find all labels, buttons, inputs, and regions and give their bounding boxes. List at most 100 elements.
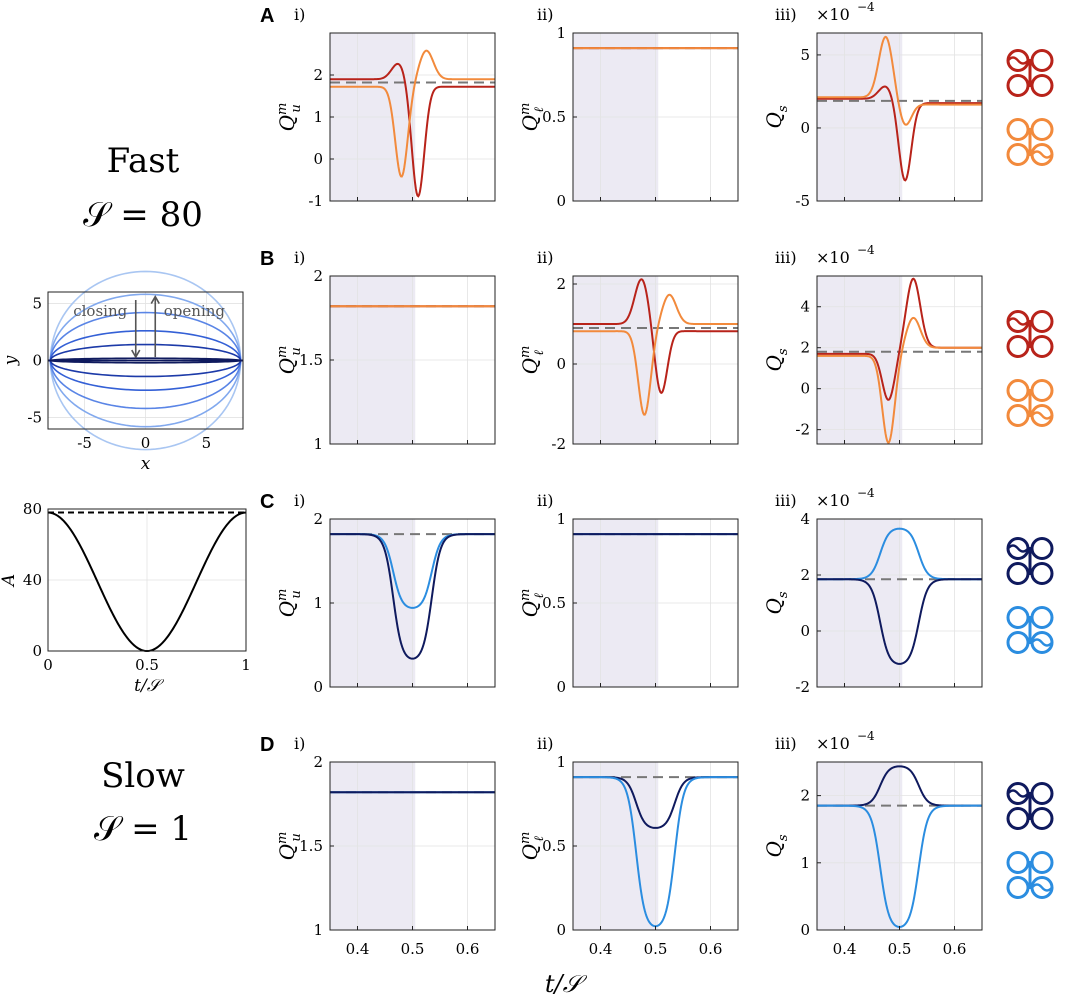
y-tick-label: 1 bbox=[313, 108, 323, 126]
y-tick-label: 0.5 bbox=[542, 594, 566, 612]
icon-node bbox=[1006, 851, 1030, 874]
subpanel-label: i) bbox=[294, 248, 305, 267]
icon-node bbox=[1030, 562, 1054, 585]
panel-letter: D bbox=[260, 734, 274, 756]
icon-node bbox=[1006, 335, 1030, 358]
x-tick-label: 5 bbox=[202, 434, 212, 452]
y-tick-label: 4 bbox=[800, 298, 810, 316]
y-tick-label: -2 bbox=[795, 678, 810, 696]
y-tick-label: -2 bbox=[795, 421, 810, 439]
icon-node bbox=[1006, 74, 1030, 97]
x-axis-label: x bbox=[141, 454, 151, 474]
y-axis-label: y bbox=[1, 355, 21, 366]
fast-equation: 𝒮 = 80 bbox=[83, 195, 203, 235]
subpanel-label: ii) bbox=[537, 5, 553, 24]
y-tick-label: 0 bbox=[313, 678, 323, 696]
linkage-icon bbox=[1006, 537, 1054, 585]
shape-plot: closing opening 5 0 -5 -5 0 5 x y bbox=[1, 270, 244, 474]
panel-letter: C bbox=[260, 491, 274, 513]
icon-wave bbox=[1031, 883, 1053, 892]
y-axis-label: Qmℓ bbox=[518, 589, 547, 618]
x-tick-label: 0.4 bbox=[589, 940, 613, 958]
panel-D-ii: 1 0.5 0 0.4 0.5 0.6 ii) Qmℓ bbox=[518, 734, 739, 958]
x-tick-label: 0 bbox=[141, 434, 151, 452]
icon-node bbox=[1006, 404, 1030, 427]
icon-node bbox=[1006, 876, 1030, 899]
opening-arrow-head bbox=[150, 294, 160, 304]
y-tick-label: 1 bbox=[313, 921, 323, 939]
y-tick-label: 5 bbox=[32, 294, 42, 312]
panel-C-iii: 4 2 0 -2 iii) ×10 −4 Qs bbox=[762, 486, 983, 696]
y-tick-label: 5 bbox=[800, 46, 810, 64]
y-tick-label: 0.5 bbox=[542, 108, 566, 126]
y-axis-label: Qmu bbox=[275, 103, 304, 132]
series-line-orange bbox=[817, 35, 982, 126]
y-tick-label: 0 bbox=[556, 921, 566, 939]
x-tick-label: 0.5 bbox=[401, 940, 425, 958]
icon-node bbox=[1030, 310, 1054, 333]
subpanel-label: i) bbox=[294, 5, 305, 24]
y-axis-label: Qs bbox=[762, 105, 791, 128]
icon-node bbox=[1006, 606, 1030, 629]
panel-A-i: 2 1 0 -1 i) A Qmu bbox=[260, 5, 496, 210]
subpanel-label: iii) bbox=[775, 248, 797, 267]
multiplier-exponent: −4 bbox=[857, 486, 875, 500]
slow-title: Slow bbox=[101, 756, 185, 796]
axes-frame bbox=[47, 508, 247, 652]
x-tick-label: 0 bbox=[43, 656, 53, 674]
icon-wave bbox=[1007, 789, 1029, 798]
subpanel-label: iii) bbox=[775, 734, 797, 753]
y-tick-label: 0 bbox=[32, 352, 42, 370]
icon-column bbox=[1006, 49, 1054, 899]
y-tick-label: 0 bbox=[313, 150, 323, 168]
icon-node bbox=[1006, 143, 1030, 166]
linkage-icon bbox=[1006, 49, 1054, 97]
multiplier-exponent: −4 bbox=[857, 0, 875, 14]
fast-title: Fast bbox=[107, 141, 180, 181]
icon-node bbox=[1030, 807, 1054, 830]
subpanel-label: i) bbox=[294, 491, 305, 510]
y-tick-label: 40 bbox=[23, 571, 42, 589]
x-tick-label: 0.5 bbox=[135, 656, 159, 674]
y-tick-label: 4 bbox=[800, 510, 810, 528]
subpanel-label: ii) bbox=[537, 248, 553, 267]
subpanel-label: ii) bbox=[537, 491, 553, 510]
y-axis-label: Qs bbox=[762, 591, 791, 614]
panel-B-i: 2 1.5 1 i) B Qmu bbox=[260, 248, 496, 453]
icon-wave bbox=[1031, 150, 1053, 159]
icon-wave bbox=[1007, 544, 1029, 553]
y-tick-label: -2 bbox=[551, 435, 566, 453]
y-axis-label: A bbox=[0, 574, 19, 588]
closing-label: closing bbox=[73, 302, 127, 320]
multiplier-label: ×10 bbox=[816, 491, 850, 510]
panel-B-iii: 4 2 0 -2 iii) ×10 −4 Qs bbox=[762, 243, 983, 445]
y-tick-label: 1.5 bbox=[299, 351, 323, 369]
panel-A-iii: 5 0 -5 iii) ×10 −4 Qs bbox=[762, 0, 983, 210]
y-tick-label: -1 bbox=[308, 192, 323, 210]
y-tick-label: 1 bbox=[556, 510, 566, 528]
shaded-region bbox=[817, 276, 903, 444]
panel-grid: 2 1 0 -1 i) A Qmu 1 0.5 0 ii) Qmℓ 5 0 -5 iii) ×10 −4 Qs 2 1.… bbox=[260, 0, 983, 958]
y-tick-label: 0.5 bbox=[542, 837, 566, 855]
linkage-icon bbox=[1006, 851, 1054, 899]
x-tick-label: 1 bbox=[241, 656, 251, 674]
panel-D-i: 2 1.5 1 0.4 0.5 0.6 i) D Qmu bbox=[260, 734, 496, 958]
y-tick-label: 2 bbox=[800, 339, 810, 357]
icon-node bbox=[1030, 74, 1054, 97]
icon-node bbox=[1030, 537, 1054, 560]
y-tick-label: 80 bbox=[23, 500, 42, 518]
shaded-region bbox=[573, 276, 659, 444]
multiplier-label: ×10 bbox=[816, 5, 850, 24]
series-line-navy bbox=[330, 533, 495, 660]
linkage-icon bbox=[1006, 118, 1054, 166]
icon-node bbox=[1030, 782, 1054, 805]
y-tick-label: 0 bbox=[556, 192, 566, 210]
icon-node bbox=[1030, 335, 1054, 358]
y-tick-label: 2 bbox=[800, 566, 810, 584]
y-axis-label: Qs bbox=[762, 834, 791, 857]
x-tick-label: 0.5 bbox=[888, 940, 912, 958]
y-tick-label: 0 bbox=[556, 678, 566, 696]
linkage-icon bbox=[1006, 310, 1054, 358]
